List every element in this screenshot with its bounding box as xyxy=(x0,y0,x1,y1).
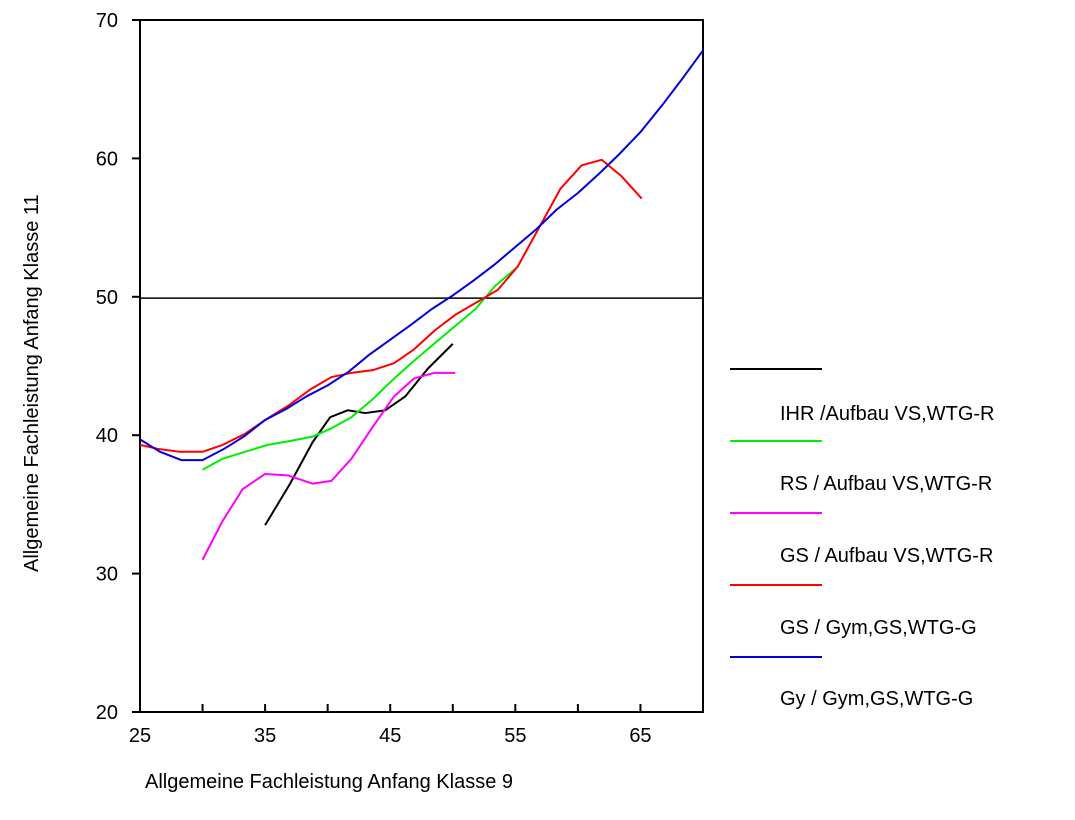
x-tick-label: 65 xyxy=(629,725,651,747)
series-layer xyxy=(139,49,704,561)
x-tick-label: 25 xyxy=(129,725,151,747)
plot-frame xyxy=(139,19,704,713)
y-tick-label: 50 xyxy=(96,287,118,309)
legend-label-ihr: IHR /Aufbau VS,WTG-R xyxy=(780,403,995,425)
legend-label-gs-aufbau: GS / Aufbau VS,WTG-R xyxy=(780,545,993,567)
y-axis-ticks: 20 30 40 50 60 70 xyxy=(96,10,140,724)
x-tick-label: 45 xyxy=(379,725,401,747)
y-tick-label: 20 xyxy=(96,702,118,724)
y-tick-label: 70 xyxy=(96,10,118,32)
x-axis-label: Allgemeine Fachleistung Anfang Klasse 9 xyxy=(145,771,513,793)
y-tick-label: 40 xyxy=(96,425,118,447)
y-tick-label: 60 xyxy=(96,148,118,170)
legend-label-gs-gym: GS / Gym,GS,WTG-G xyxy=(780,617,977,639)
legend-label-gy: Gy / Gym,GS,WTG-G xyxy=(780,688,973,710)
x-tick-label: 55 xyxy=(504,725,526,747)
series-line xyxy=(139,158,643,453)
legend-label-rs: RS / Aufbau VS,WTG-R xyxy=(780,473,992,495)
y-tick-label: 30 xyxy=(96,564,118,586)
series-line xyxy=(201,371,456,561)
series-line xyxy=(202,266,518,471)
x-axis-ticks: 25 35 45 55 65 xyxy=(129,704,652,747)
series-line xyxy=(139,49,704,462)
y-axis-label: Allgemeine Fachleistung Anfang Klasse 11 xyxy=(21,194,43,572)
x-tick-label: 35 xyxy=(254,725,276,747)
legend: IHR /Aufbau VS,WTG-R RS / Aufbau VS,WTG-… xyxy=(730,368,995,710)
